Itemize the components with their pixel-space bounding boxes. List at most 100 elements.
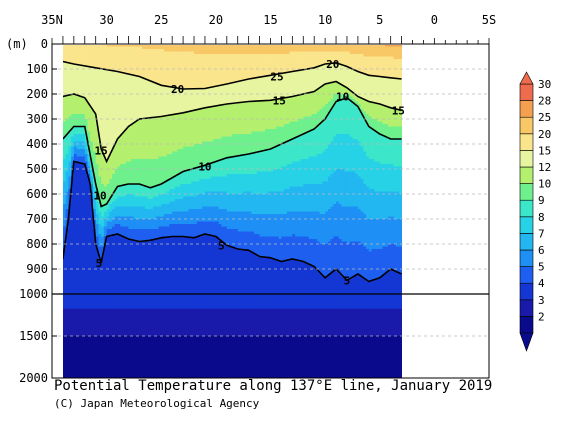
field-cell bbox=[120, 166, 124, 170]
field-cell bbox=[142, 348, 146, 352]
field-cell bbox=[139, 276, 143, 280]
field-cell bbox=[114, 346, 118, 349]
field-cell bbox=[112, 229, 116, 232]
field-cell bbox=[82, 179, 86, 182]
field-cell bbox=[120, 159, 124, 162]
field-cell bbox=[82, 159, 86, 162]
field-cell bbox=[65, 340, 69, 343]
field-cell bbox=[120, 169, 124, 172]
field-cell bbox=[114, 369, 118, 373]
field-cell bbox=[123, 296, 127, 299]
field-cell bbox=[73, 251, 77, 255]
field-cell bbox=[92, 154, 97, 157]
field-cell bbox=[106, 51, 110, 55]
field-cell bbox=[144, 126, 148, 130]
field-cell bbox=[136, 317, 140, 320]
field-cell bbox=[95, 244, 99, 247]
field-cell bbox=[90, 279, 94, 282]
field-cell bbox=[114, 236, 118, 240]
field-cell bbox=[76, 308, 80, 312]
field-cell bbox=[101, 281, 105, 285]
field-cell bbox=[131, 289, 135, 292]
field-cell bbox=[153, 338, 157, 341]
field-cell bbox=[123, 166, 127, 170]
field-cell bbox=[63, 186, 67, 190]
field-cell bbox=[65, 266, 69, 270]
field-cell bbox=[147, 131, 151, 135]
field-cell bbox=[155, 231, 159, 235]
field-cell bbox=[114, 126, 118, 130]
field-cell bbox=[128, 308, 132, 312]
field-cell bbox=[139, 49, 143, 52]
field-cell bbox=[120, 174, 124, 177]
field-cell bbox=[117, 321, 121, 324]
field-cell bbox=[87, 159, 91, 162]
field-cell bbox=[71, 286, 75, 290]
field-cell bbox=[158, 151, 162, 155]
field-cell bbox=[125, 266, 129, 270]
field-cell bbox=[68, 221, 72, 225]
field-cell bbox=[142, 216, 146, 220]
field-cell bbox=[63, 181, 67, 185]
field-cell bbox=[150, 181, 154, 185]
field-cell bbox=[136, 284, 140, 287]
field-cell bbox=[153, 134, 157, 137]
field-cell bbox=[63, 194, 67, 197]
field-cell bbox=[103, 333, 108, 337]
field-cell bbox=[76, 231, 80, 235]
field-cell bbox=[71, 256, 75, 260]
field-cell bbox=[103, 166, 108, 170]
field-cell bbox=[109, 342, 113, 345]
field-cell bbox=[142, 344, 146, 347]
field-cell bbox=[133, 159, 138, 162]
field-cell bbox=[95, 274, 99, 277]
field-cell bbox=[112, 231, 116, 235]
field-cell bbox=[98, 176, 102, 180]
field-cell bbox=[128, 89, 132, 92]
field-cell bbox=[106, 174, 110, 177]
field-cell bbox=[106, 338, 110, 341]
field-cell bbox=[123, 186, 127, 190]
field-cell bbox=[142, 300, 146, 303]
field-cell bbox=[76, 329, 80, 333]
field-cell bbox=[125, 89, 129, 92]
field-cell bbox=[76, 76, 80, 80]
field-cell bbox=[82, 354, 86, 358]
field-cell bbox=[106, 281, 110, 285]
field-cell bbox=[101, 121, 105, 125]
field-cell bbox=[155, 49, 159, 52]
field-cell bbox=[131, 367, 135, 370]
field-cell bbox=[147, 136, 151, 140]
field-cell bbox=[150, 249, 154, 252]
field-cell bbox=[120, 336, 124, 339]
field-cell bbox=[125, 226, 129, 230]
field-cell bbox=[76, 367, 80, 370]
field-cell bbox=[103, 86, 108, 90]
field-cell bbox=[150, 129, 154, 132]
field-cell bbox=[150, 371, 154, 375]
field-cell bbox=[92, 359, 97, 362]
field-cell bbox=[73, 76, 77, 80]
field-cell bbox=[90, 289, 94, 292]
field-cell bbox=[147, 139, 151, 142]
field-cell bbox=[144, 234, 148, 237]
field-cell bbox=[114, 204, 118, 207]
field-cell bbox=[82, 154, 86, 157]
field-cell bbox=[68, 149, 72, 152]
field-cell bbox=[98, 54, 102, 57]
field-cell bbox=[117, 121, 121, 125]
field-cell bbox=[87, 136, 91, 140]
field-cell bbox=[125, 99, 129, 102]
field-cell bbox=[123, 66, 127, 70]
field-cell bbox=[109, 174, 113, 177]
field-cell bbox=[71, 219, 75, 222]
field-cell bbox=[147, 101, 151, 105]
field-cell bbox=[128, 121, 132, 125]
field-cell bbox=[106, 239, 110, 242]
field-cell bbox=[131, 84, 135, 87]
field-cell bbox=[133, 276, 138, 280]
field-cell bbox=[79, 181, 83, 185]
field-cell bbox=[103, 357, 108, 360]
field-cell bbox=[136, 181, 140, 185]
field-cell bbox=[90, 338, 94, 341]
